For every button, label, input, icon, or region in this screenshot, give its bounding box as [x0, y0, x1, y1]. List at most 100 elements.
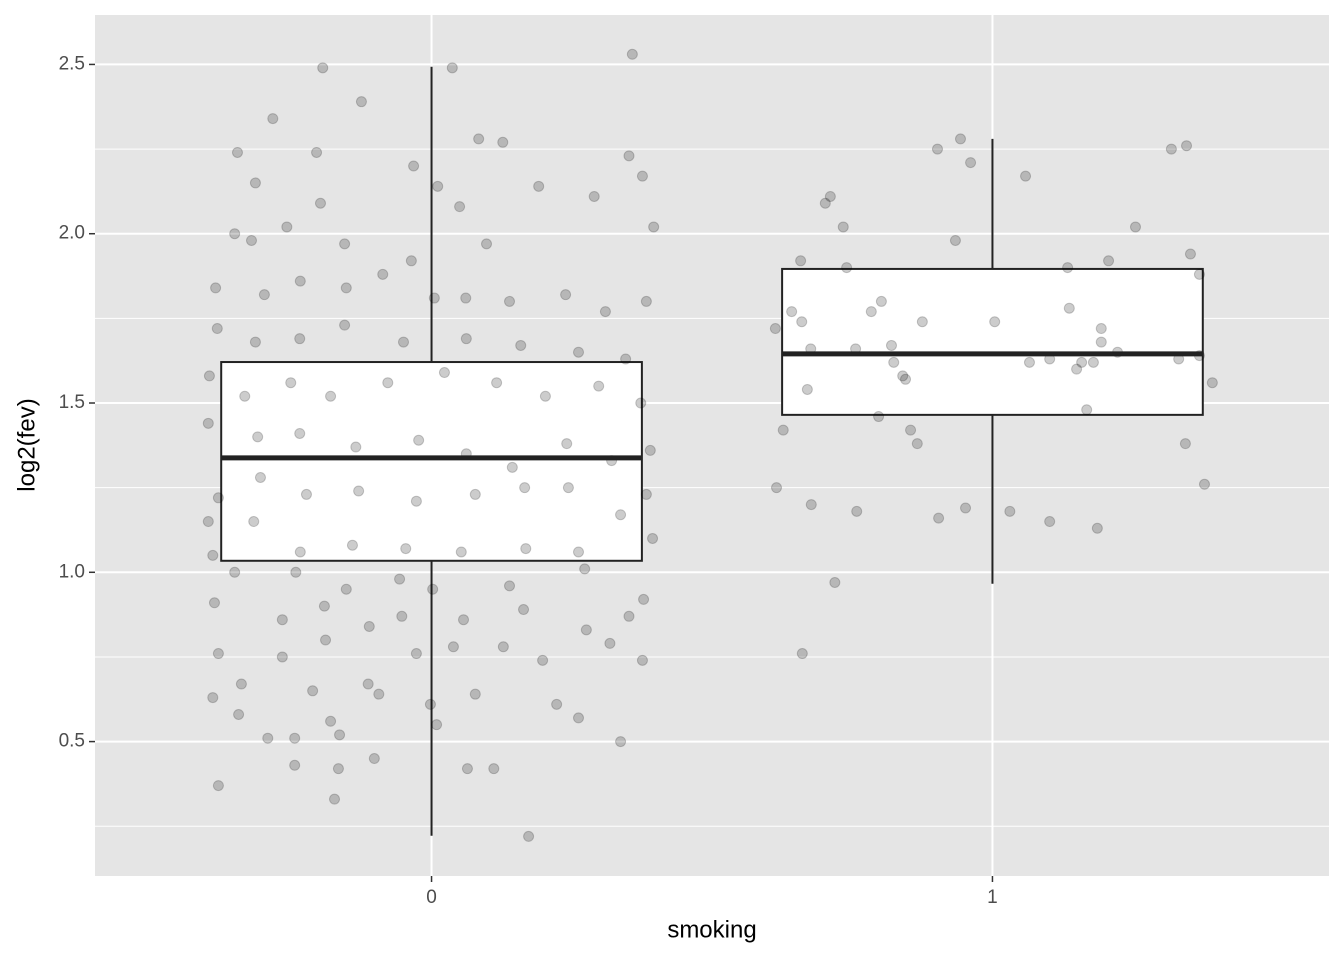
point: [885, 339, 897, 351]
point: [1087, 356, 1099, 368]
point: [573, 546, 585, 558]
point: [249, 336, 261, 348]
point: [307, 685, 319, 697]
point: [231, 146, 243, 158]
point: [604, 637, 616, 649]
point: [410, 648, 422, 660]
point: [202, 417, 214, 429]
point: [954, 133, 966, 145]
point: [262, 732, 274, 744]
point: [460, 292, 472, 304]
point: [334, 729, 346, 741]
point: [398, 336, 409, 348]
point: [320, 634, 332, 646]
y-tick-label: 2.0: [59, 223, 85, 244]
point: [252, 431, 264, 443]
point: [431, 719, 443, 731]
point: [207, 549, 219, 561]
point: [1165, 143, 1177, 155]
point: [900, 373, 912, 385]
point: [523, 830, 535, 842]
point: [1076, 356, 1088, 368]
point: [989, 316, 1001, 328]
point: [267, 113, 279, 125]
point: [208, 597, 220, 609]
point: [488, 763, 500, 775]
point: [620, 353, 632, 365]
point: [561, 438, 573, 450]
point: [332, 763, 344, 775]
point: [400, 543, 412, 555]
point: [254, 471, 266, 483]
point: [447, 641, 459, 653]
point: [795, 255, 807, 267]
point: [355, 96, 367, 108]
point: [1193, 268, 1205, 280]
point: [212, 648, 224, 660]
point: [504, 295, 516, 307]
point: [1129, 221, 1141, 233]
point: [1063, 302, 1075, 314]
y-tick-label: 1.0: [59, 561, 85, 582]
point: [615, 509, 627, 521]
point: [837, 221, 849, 233]
point: [248, 516, 260, 528]
point: [473, 133, 485, 145]
point: [245, 234, 257, 246]
point: [294, 546, 306, 558]
point: [446, 62, 458, 74]
point: [520, 543, 532, 555]
point: [410, 495, 422, 507]
point: [207, 692, 219, 704]
point: [1071, 363, 1083, 375]
point: [960, 502, 972, 514]
point: [580, 624, 592, 636]
box: [220, 361, 643, 562]
point: [438, 367, 450, 379]
point: [497, 136, 509, 148]
point: [829, 576, 841, 588]
point: [504, 580, 516, 592]
point: [363, 620, 375, 632]
point: [1062, 262, 1074, 274]
point: [551, 698, 563, 710]
point: [1184, 248, 1196, 260]
point: [229, 228, 241, 240]
point: [413, 434, 425, 446]
point: [311, 146, 323, 158]
point: [1198, 478, 1210, 490]
point: [841, 262, 853, 274]
point: [211, 323, 223, 335]
point: [636, 170, 648, 182]
point: [454, 201, 466, 213]
point: [203, 370, 215, 382]
point: [469, 488, 481, 500]
point: [537, 654, 549, 666]
point: [635, 397, 647, 409]
point: [497, 641, 509, 653]
point: [289, 759, 301, 771]
point: [362, 678, 374, 690]
point: [314, 197, 326, 209]
point: [588, 190, 600, 202]
point: [796, 648, 808, 660]
point: [805, 499, 817, 511]
point: [933, 512, 945, 524]
point: [373, 688, 385, 700]
point: [382, 377, 394, 389]
point: [777, 424, 789, 436]
point: [638, 593, 650, 605]
point: [965, 157, 977, 169]
y-tick-label: 2.5: [59, 53, 85, 74]
point: [644, 444, 656, 456]
point: [212, 780, 224, 792]
point: [396, 610, 408, 622]
point: [911, 438, 923, 450]
point: [623, 610, 635, 622]
point: [519, 482, 531, 494]
point: [233, 708, 245, 720]
x-tick-label: 0: [426, 887, 437, 908]
point: [427, 583, 439, 595]
point: [573, 712, 585, 724]
point: [294, 333, 306, 345]
